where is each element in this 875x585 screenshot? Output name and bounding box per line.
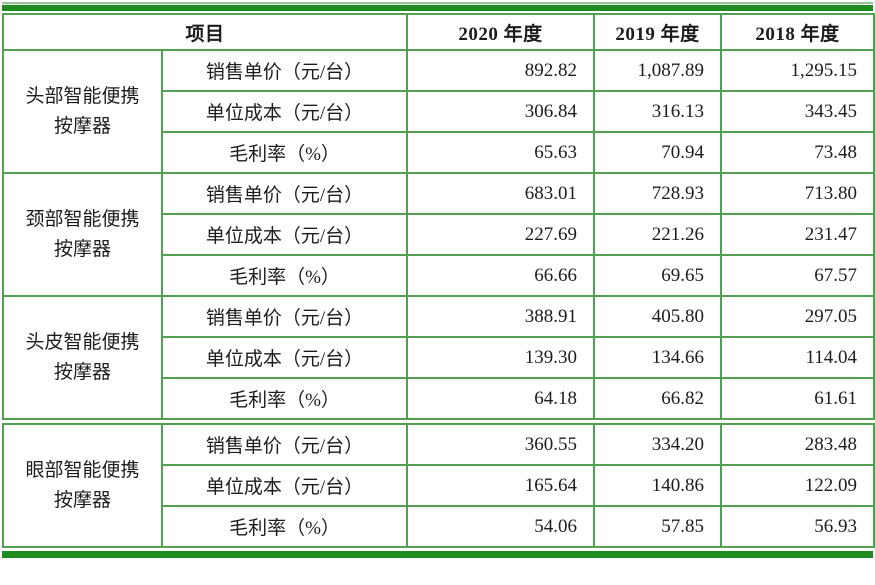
table-row: 单位成本（元/台） 139.30 134.66 114.04 [3,336,875,379]
row-label-cell: 单位成本（元/台） [160,90,409,133]
value-cell-2018: 73.48 [720,131,875,174]
group-name-cell: 眼部智能便携按摩器 [2,423,163,548]
value-cell-2018: 122.09 [720,464,875,507]
value-cell-2020: 306.84 [406,90,596,133]
group-neck-massager: 颈部智能便携按摩器 销售单价（元/台） 683.01 728.93 713.80… [2,172,875,297]
value-cell-2018: 713.80 [720,172,875,215]
value-cell-2019: 1,087.89 [593,49,723,92]
group-scalp-massager: 头皮智能便携按摩器 销售单价（元/台） 388.91 405.80 297.05… [2,295,875,420]
value-cell-2018: 231.47 [720,213,875,256]
value-cell-2020: 388.91 [406,295,596,338]
value-cell-2019: 334.20 [593,423,722,466]
table-row: 头部智能便携按摩器 销售单价（元/台） 892.82 1,087.89 1,29… [2,49,875,174]
row-label-cell: 单位成本（元/台） [161,464,408,507]
table-row: 眼部智能便携按摩器 销售单价（元/台） 360.55 334.20 283.48 [2,423,875,548]
row-label-cell: 单位成本（元/台） [160,336,409,379]
value-cell-2019: 57.85 [593,505,722,548]
row-label-cell: 毛利率（%） [161,505,408,548]
value-cell-2018: 56.93 [720,505,875,548]
year-header-2018: 2018 年度 [720,13,875,51]
value-cell-2018: 343.45 [720,90,875,133]
value-cell-2018: 1,295.15 [720,49,875,92]
value-cell-2019: 316.13 [593,90,723,133]
value-cell-2018: 67.57 [720,254,875,297]
group-head-massager: 头部智能便携按摩器 销售单价（元/台） 892.82 1,087.89 1,29… [2,49,875,174]
pricing-cost-margin-table: 项目 2020 年度 2019 年度 2018 年度 头部智能便携按摩器 销售单… [1,13,875,420]
value-cell-2019: 140.86 [593,464,722,507]
row-label-cell: 销售单价（元/台） [160,49,409,92]
value-cell-2020: 66.66 [406,254,596,297]
table-row: 颈部智能便携按摩器 销售单价（元/台） 683.01 728.93 713.80 [2,172,875,297]
row-label-cell: 销售单价（元/台） [160,172,409,215]
table-row: 单位成本（元/台） 165.64 140.86 122.09 [3,464,875,507]
top-thin-rule [2,2,873,4]
value-cell-2020: 227.69 [406,213,596,256]
table-row: 毛利率（%） 65.63 70.94 73.48 [3,131,875,174]
value-cell-2019: 134.66 [593,336,723,379]
year-header-2019: 2019 年度 [593,13,723,51]
pricing-cost-margin-table-continued: 眼部智能便携按摩器 销售单价（元/台） 360.55 334.20 283.48… [2,423,875,548]
header-row: 项目 2020 年度 2019 年度 2018 年度 [1,13,875,51]
row-label-cell: 毛利率（%） [160,377,409,420]
row-label-cell: 销售单价（元/台） [160,295,409,338]
row-label-cell: 毛利率（%） [160,131,409,174]
row-label-cell: 毛利率（%） [160,254,409,297]
value-cell-2018: 114.04 [720,336,875,379]
value-cell-2019: 728.93 [593,172,723,215]
value-cell-2020: 54.06 [406,505,595,548]
table-row: 毛利率（%） 54.06 57.85 56.93 [3,505,875,548]
value-cell-2020: 65.63 [406,131,596,174]
value-cell-2019: 405.80 [593,295,723,338]
value-cell-2020: 892.82 [406,49,596,92]
group-name-cell: 头部智能便携按摩器 [2,49,163,174]
table-row: 头皮智能便携按摩器 销售单价（元/台） 388.91 405.80 297.05 [2,295,875,420]
value-cell-2018: 283.48 [720,423,875,466]
group-eye-massager: 眼部智能便携按摩器 销售单价（元/台） 360.55 334.20 283.48… [2,423,875,548]
table-row: 毛利率（%） 66.66 69.65 67.57 [3,254,875,297]
table-row: 毛利率（%） 64.18 66.82 61.61 [3,377,875,420]
value-cell-2019: 221.26 [593,213,723,256]
row-label-cell: 单位成本（元/台） [160,213,409,256]
value-cell-2020: 683.01 [406,172,596,215]
value-cell-2020: 165.64 [406,464,595,507]
top-thick-rule [2,5,873,11]
value-cell-2019: 69.65 [593,254,723,297]
group-name-cell: 颈部智能便携按摩器 [2,172,163,297]
value-cell-2020: 360.55 [406,423,595,466]
value-cell-2018: 61.61 [720,377,875,420]
item-header-cell: 项目 [1,13,409,51]
year-header-2020: 2020 年度 [406,13,596,51]
row-label-cell: 销售单价（元/台） [161,423,408,466]
value-cell-2019: 70.94 [593,131,723,174]
value-cell-2020: 64.18 [406,377,596,420]
value-cell-2019: 66.82 [593,377,723,420]
value-cell-2018: 297.05 [720,295,875,338]
bottom-thick-rule [2,551,873,558]
value-cell-2020: 139.30 [406,336,596,379]
table-row: 单位成本（元/台） 227.69 221.26 231.47 [3,213,875,256]
table-row: 单位成本（元/台） 306.84 316.13 343.45 [3,90,875,133]
group-name-cell: 头皮智能便携按摩器 [2,295,163,420]
